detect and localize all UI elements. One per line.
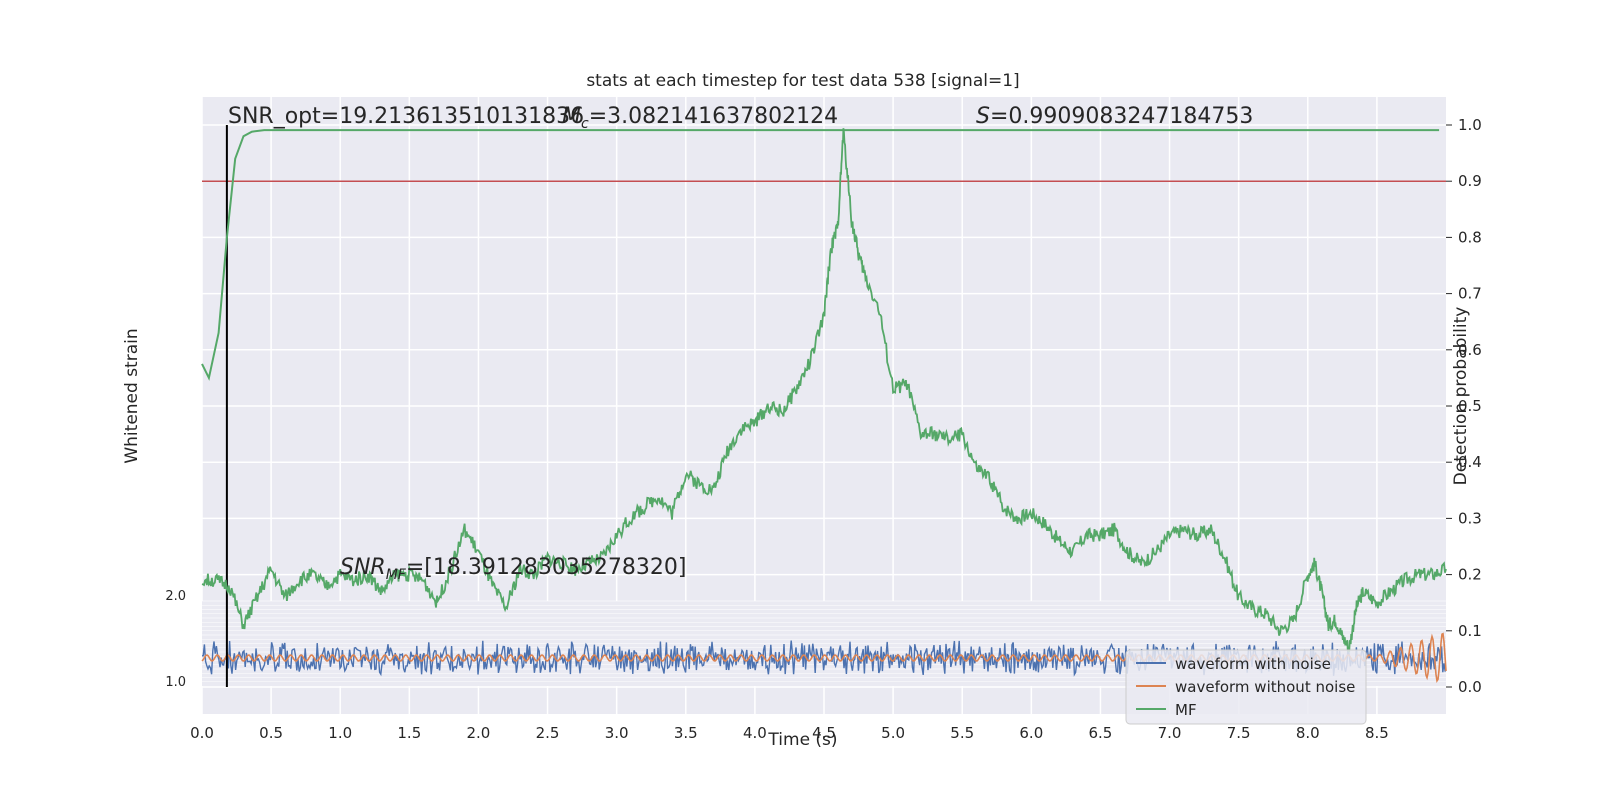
right-tick-label: 1.0: [1458, 116, 1482, 134]
annotation-s-value: =0.9909083247184753: [990, 104, 1253, 129]
legend-box: [1125, 649, 1367, 725]
annotation-mc-sub: c: [581, 116, 589, 132]
right-tick-label: 0.3: [1458, 509, 1482, 527]
strain-tick-top: 2.0: [165, 589, 186, 604]
x-tick-label: 4.5: [812, 724, 836, 742]
right-tick-label: 0.7: [1458, 285, 1482, 303]
annotation-snr-mf: SNRMF=[18.391283035278320]: [340, 555, 686, 583]
x-axis-label: Time (s): [767, 730, 837, 750]
x-tick-label: 6.5: [1089, 724, 1113, 742]
x-tick-label: 7.0: [1158, 724, 1182, 742]
right-tick-label: 0.4: [1458, 453, 1482, 471]
right-tick-label: 0.0: [1458, 678, 1482, 696]
x-tick-label: 0.0: [190, 724, 214, 742]
x-tick-label: 2.0: [467, 724, 491, 742]
x-tick-label: 3.0: [605, 724, 629, 742]
legend-label-clean: waveform without noise: [1175, 678, 1355, 696]
x-tick-label: 2.5: [536, 724, 560, 742]
right-axis-ticks: 0.0 0.1 0.2 0.3 0.4 0.5 0.6 0.7 0.8 0.9 1.0: [1446, 116, 1482, 696]
x-tick-label: 1.5: [397, 724, 421, 742]
chart-title: stats at each timestep for test data 538…: [586, 71, 1019, 91]
right-axis-label: Detection probability: [1451, 307, 1471, 486]
right-tick-label: 0.9: [1458, 172, 1482, 190]
x-tick-label: 6.0: [1019, 724, 1043, 742]
annotation-mc-value: =3.082141637802124: [589, 104, 838, 129]
series-line-detection-probability: [201, 128, 1447, 653]
x-tick-label: 8.5: [1365, 724, 1389, 742]
x-tick-label: 1.0: [328, 724, 352, 742]
x-tick-label: 3.5: [674, 724, 698, 742]
annotation-snr-mf-symbol: SNR: [340, 555, 386, 580]
legend-label-noise: waveform with noise: [1175, 655, 1331, 673]
annotation-mc: Mc=3.082141637802124: [562, 104, 838, 132]
x-axis-ticks: 0.0 0.5 1.0 1.5 2.0 2.5 3.0 3.5 4.0 4.5 5.0 5.5 6.0 6…: [190, 724, 1389, 742]
annotation-s: S=0.9909083247184753: [976, 104, 1253, 129]
x-tick-label: 7.5: [1227, 724, 1251, 742]
x-tick-label: 4.0: [743, 724, 767, 742]
annotation-snr-mf-value: =[18.391283035278320]: [406, 555, 687, 580]
x-tick-label: 0.5: [259, 724, 283, 742]
x-tick-label: 5.0: [881, 724, 905, 742]
strain-tick-bottom: 1.0: [165, 675, 186, 690]
right-tick-label: 0.5: [1458, 397, 1482, 415]
x-tick-label: 5.5: [950, 724, 974, 742]
right-tick-label: 0.2: [1458, 566, 1482, 584]
annotation-snr-opt: SNR_opt=19.213613510131836: [228, 104, 584, 129]
left-axis-label: Whitened strain: [122, 328, 142, 463]
legend-label-mf: MF: [1175, 701, 1197, 719]
annotation-mc-symbol: M: [562, 104, 581, 129]
right-tick-label: 0.1: [1458, 622, 1482, 640]
annotation-snr-mf-sub: MF: [386, 567, 407, 583]
annotation-s-symbol: S: [976, 104, 990, 129]
x-tick-label: 8.0: [1296, 724, 1320, 742]
series-line-mf: [201, 129, 1440, 381]
right-tick-label: 0.8: [1458, 228, 1482, 246]
legend: waveform with noise waveform without noi…: [1125, 649, 1367, 725]
right-tick-label: 0.6: [1458, 341, 1482, 359]
